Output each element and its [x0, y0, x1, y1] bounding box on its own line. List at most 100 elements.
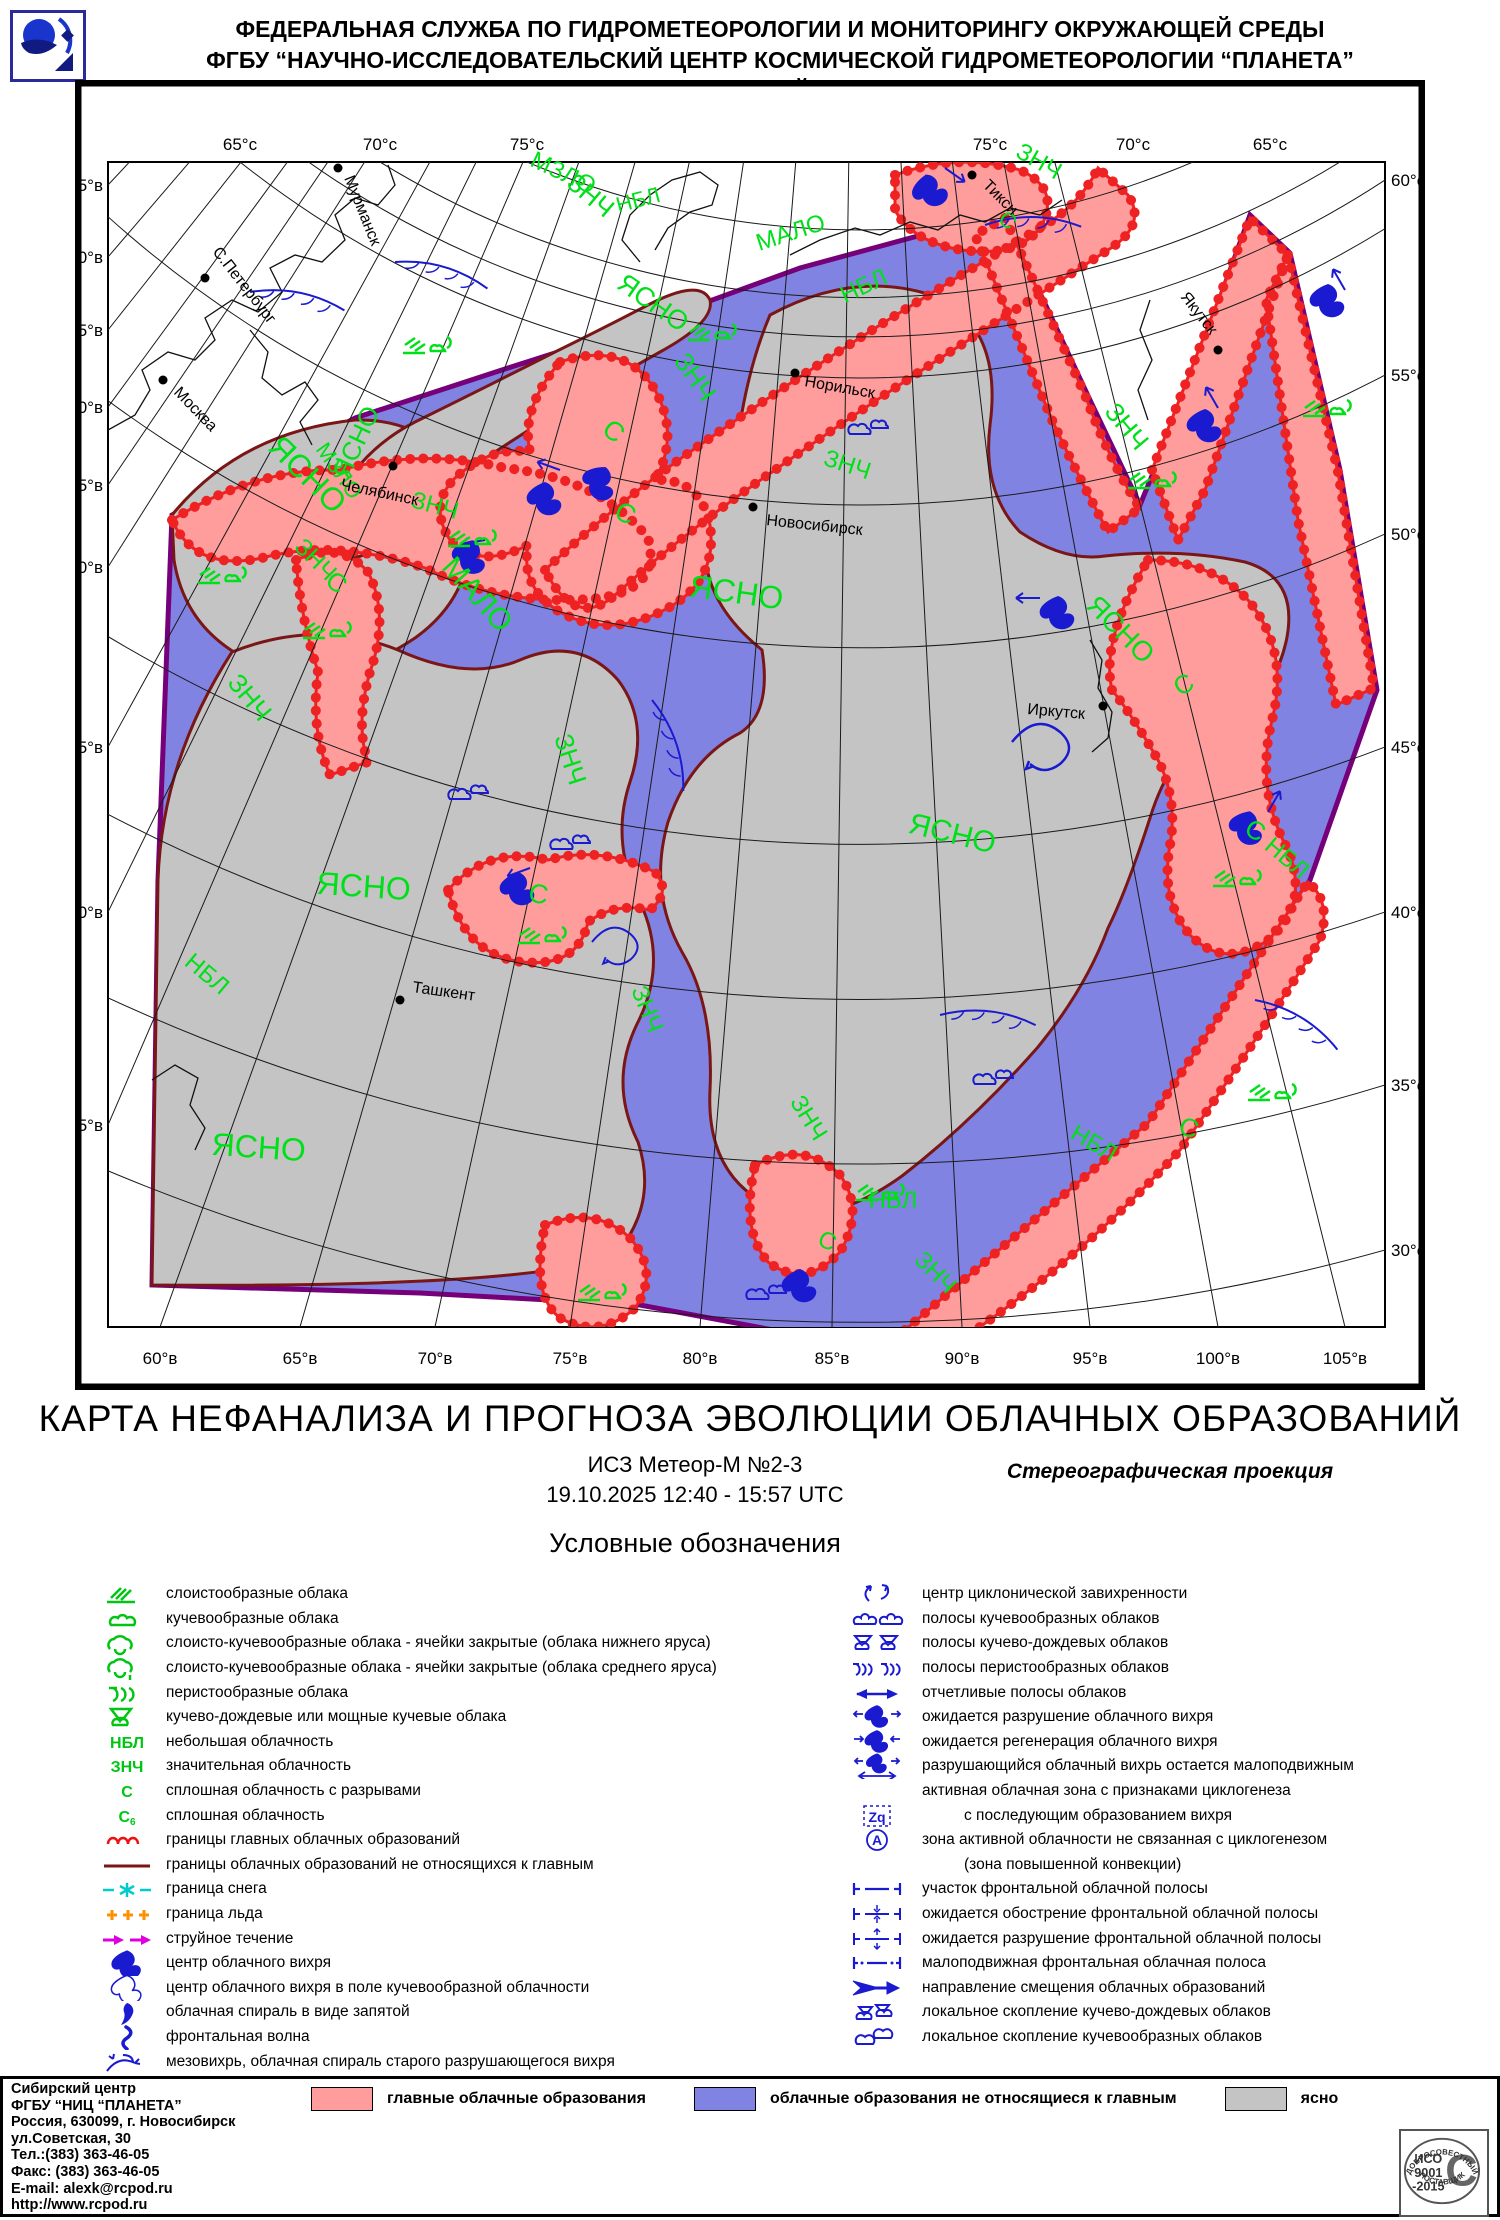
legend-right-row: малоподвижная фронтальная облачная полос… — [832, 1951, 1497, 1976]
organization-contacts: Сибирский центр ФГБУ “НИЦ “ПЛАНЕТА” Россия… — [11, 2081, 235, 2214]
legend-vortex_destroy-icon — [832, 1704, 922, 1730]
legend-right-row: разрушающийся облачный вихрь остается ма… — [832, 1753, 1497, 1780]
axis-label-right: 40°с — [1391, 903, 1425, 922]
legend-left-row: облачная спираль в виде запятой — [88, 1999, 738, 2026]
legend-label: слоистообразные облака — [166, 1585, 349, 1603]
coastlines — [108, 164, 1153, 1151]
color-legend: главные облачные образования облачные обр… — [311, 2087, 1372, 2111]
legend-left-row: граница льда — [88, 1902, 738, 1927]
legend-right-row: ожидается регенерация облачного вихря — [832, 1729, 1497, 1755]
axis-label-left: 20°в — [75, 248, 103, 267]
legend-band_clear-icon — [832, 1680, 922, 1706]
axis-label-right: 30°с — [1391, 1241, 1425, 1260]
legend-wave-icon — [88, 2024, 166, 2050]
legend-right-row: (зона повышенной конвекции) — [832, 1853, 1497, 1878]
legend-front_slow-icon — [832, 1950, 922, 1976]
cloudiness-label: НБЛ — [869, 1187, 918, 1214]
legend-right-row: отчетливые полосы облаков — [832, 1680, 1497, 1705]
legend-left-row: струйное течение — [88, 1926, 738, 1951]
legend-label: ожидается разрушение облачного вихря — [922, 1708, 1214, 1726]
legend-ci-icon — [88, 1680, 166, 1706]
legend-left-column: слоистообразные облака кучевообразные обл… — [88, 1582, 738, 2074]
city-dot — [158, 375, 168, 385]
org-line: Сибирский центр — [11, 2081, 136, 2097]
legend-c6-icon: С6 — [88, 1803, 166, 1829]
color-swatch — [311, 2087, 373, 2111]
nephanalysis-map: ЯСНОЯСНОЯСНОЯСНОЯСНОЯСНОЯСНОЯСНОЗНЧЗНЧЗН… — [75, 80, 1425, 1390]
legend-right-row: Zq с последующим образованием вихря — [832, 1803, 1497, 1828]
legend-ice-icon — [88, 1901, 166, 1927]
color-swatch-label: ясно — [1300, 2090, 1339, 2107]
map-title: КАРТА НЕФАНАЛИЗА И ПРОГНОЗА ЭВОЛЮЦИИ ОБЛ… — [38, 1398, 1462, 1439]
axis-label-bottom: 90°в — [945, 1349, 980, 1368]
svg-text:ИСО: ИСО — [1414, 2152, 1442, 2166]
legend-left-row: граница снега — [88, 1877, 738, 1902]
acquisition-time: 19.10.2025 12:40 - 15:57 UTC — [546, 1482, 844, 1507]
axis-label-right: 55°с — [1391, 366, 1425, 385]
legend-nbl-icon: НБЛ — [88, 1729, 166, 1755]
legend-label: активная облачная зона с признаками цикл… — [922, 1782, 1291, 1800]
axis-label-bottom: 70°в — [418, 1349, 453, 1368]
svg-text:НБЛ: НБЛ — [110, 1735, 144, 1752]
axis-label-left: 55°в — [75, 1116, 103, 1135]
satellite-name: ИСЗ Метеор-М №2-3 — [587, 1452, 803, 1477]
legend-border_other-icon — [88, 1852, 166, 1878]
axis-label-top: 65°с — [223, 135, 258, 154]
legend-label: направление смещения облачных образовани… — [922, 1978, 1266, 1996]
legend-label: полосы перистообразных облаков — [922, 1659, 1170, 1677]
legend-label: ожидается регенерация облачного вихря — [922, 1732, 1218, 1750]
legend-label: участок фронтальной облачной полосы — [922, 1880, 1208, 1898]
footer: Сибирский центр ФГБУ “НИЦ “ПЛАНЕТА” Россия… — [0, 2076, 1500, 2217]
axis-label-left: 50°в — [75, 903, 103, 922]
map-regions — [108, 162, 1385, 1327]
legend-right-row: ожидается разрушение облачного вихря — [832, 1705, 1497, 1730]
legend-front_destroy-icon — [832, 1926, 922, 1952]
clear-region-central — [659, 284, 1291, 1215]
legend-cu-icon — [88, 1606, 166, 1632]
axis-label-bottom: 80°в — [683, 1349, 718, 1368]
legend-right-row: направление смещения облачных образовани… — [832, 1976, 1497, 2001]
axis-label-top: 70°с — [1116, 135, 1151, 154]
svg-text:ЗНЧ: ЗНЧ — [111, 1759, 144, 1776]
legend-circle_a-icon: А — [832, 1827, 922, 1853]
legend-strat-icon — [88, 1581, 166, 1607]
legend-comma-icon — [88, 1999, 166, 2026]
legend-label: границы облачных образований не относящи… — [166, 1855, 594, 1873]
axis-label-bottom: 95°в — [1073, 1349, 1108, 1368]
legend-label: мезовихрь, облачная спираль старого разр… — [166, 2052, 615, 2070]
legend-cyc_center-icon — [832, 1581, 922, 1607]
color-swatch — [693, 2087, 756, 2111]
legend-label: сплошная облачность — [166, 1806, 325, 1824]
planeta-logo-icon — [10, 10, 86, 82]
legend-label: граница снега — [166, 1880, 267, 1898]
legend-label: струйное течение — [166, 1929, 294, 1947]
legend-label: кучевообразные облака — [166, 1609, 339, 1627]
axis-label-bottom: 85°в — [815, 1349, 850, 1368]
legend-left-row: перистообразные облака — [88, 1680, 738, 1705]
axis-label-right: 60°с — [1391, 171, 1425, 190]
color-swatch — [1224, 2087, 1287, 2111]
axis-label-left: 45°в — [75, 738, 103, 757]
legend-left-row: кучево-дождевые или мощные кучевые облак… — [88, 1705, 738, 1730]
legend-label: отчетливые полосы облаков — [922, 1683, 1127, 1701]
header-line-2: ФГБУ “НАУЧНО-ИССЛЕДОВАТЕЛЬСКИЙ ЦЕНТР КОС… — [206, 47, 1354, 73]
axis-label-bottom: 100°в — [1196, 1349, 1240, 1368]
axis-label-right: 45°с — [1391, 738, 1425, 757]
legend-local_cu-icon — [832, 2024, 922, 2050]
legend-cb-icon — [88, 1704, 166, 1730]
city-dot — [200, 273, 210, 283]
legend-meso-icon — [88, 2049, 166, 2075]
legend-label: локальное скопление кучевообразных облак… — [922, 2027, 1263, 2045]
legend-sc_mid-icon — [88, 1655, 166, 1681]
legend-snow-icon — [88, 1876, 166, 1902]
legend-band_cb-icon — [832, 1630, 922, 1656]
legend-label: перистообразные облака — [166, 1683, 349, 1701]
city-dot — [1098, 701, 1108, 711]
org-line: E-mail: alexk@rcpod.ru — [11, 2180, 173, 2197]
legend-label: ожидается обострение фронтальной облачно… — [922, 1905, 1319, 1923]
legend-vortex_slow-icon — [832, 1753, 922, 1780]
legend-znch-icon: ЗНЧ — [88, 1753, 166, 1779]
axis-label-top: 70°с — [363, 135, 398, 154]
legend-right-row: центр циклонической завихренности — [832, 1582, 1497, 1607]
